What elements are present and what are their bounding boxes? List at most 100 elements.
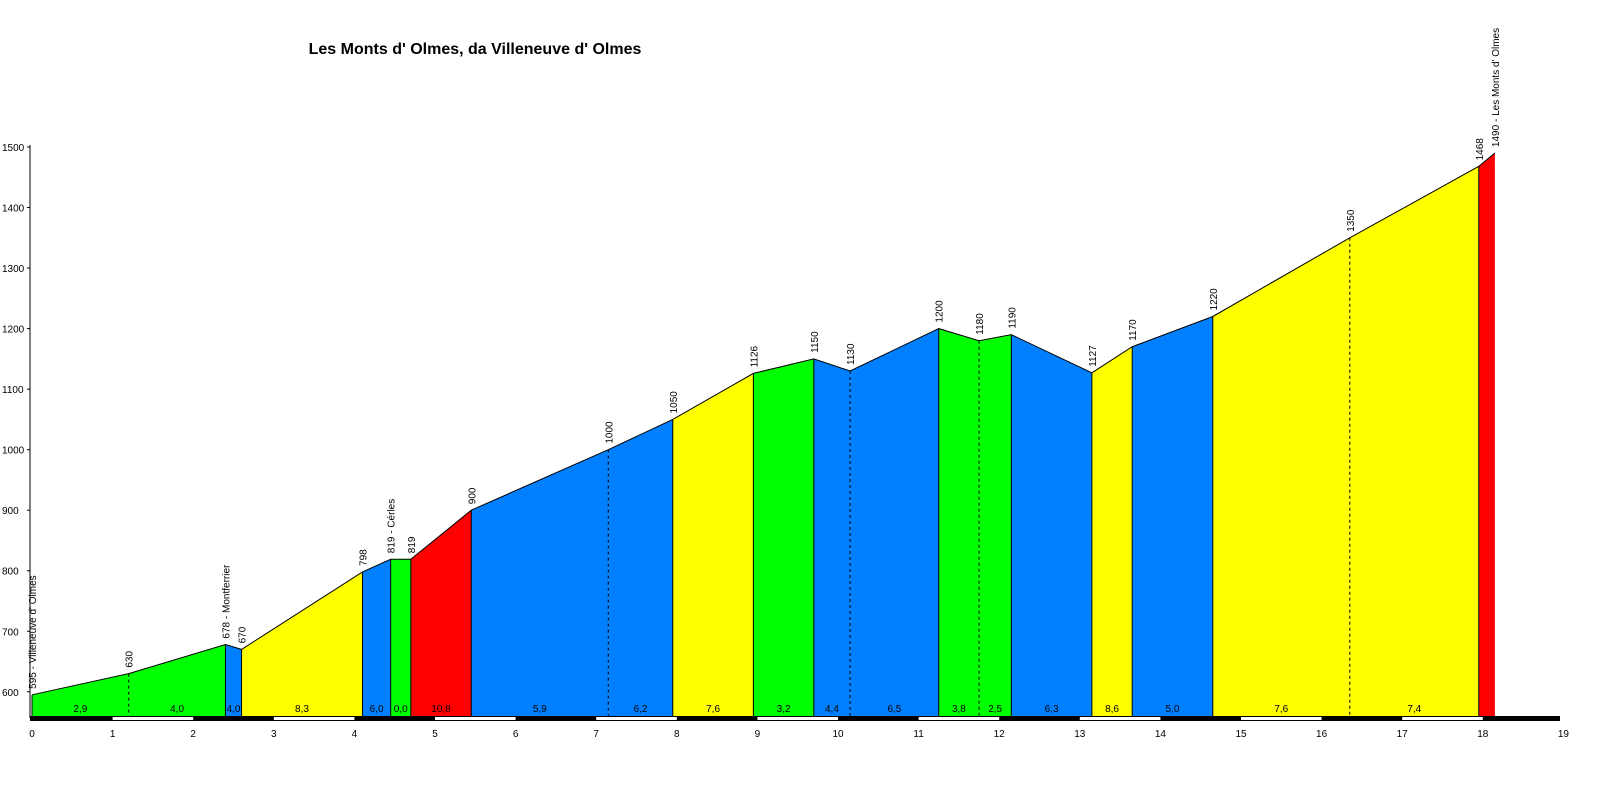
x-scale-white-band: [757, 717, 838, 720]
elevation-label: 1127: [1088, 345, 1099, 367]
x-scale-white-band: [112, 717, 194, 720]
x-scale-white-band: [1079, 717, 1161, 720]
elevation-label: 1130: [846, 343, 857, 365]
grade-segment-area: [979, 334, 1012, 716]
x-scale-white-band: [1402, 717, 1483, 720]
x-scale-white-band: [435, 717, 516, 720]
x-tick-label: 5: [432, 729, 438, 740]
grade-segment-area: [1091, 346, 1133, 716]
elevation-label: 630: [125, 651, 136, 668]
x-tick-label: 8: [674, 729, 680, 740]
y-tick-label: 1300: [2, 264, 25, 275]
gradient-label: 2,9: [73, 704, 87, 715]
x-tick-label: 6: [513, 729, 519, 740]
x-tick-label: 10: [832, 729, 844, 740]
chart-title: Les Monts d' Olmes, da Villeneuve d' Olm…: [309, 41, 642, 58]
grade-segments: [32, 153, 1495, 717]
x-tick-label: 7: [593, 729, 599, 740]
gradient-label: 7,4: [1407, 704, 1421, 715]
gradient-label: 4,0: [227, 704, 241, 715]
elevation-label: 595 - Villeneuve d' Olmes: [28, 575, 39, 688]
gradient-labels: 2,9 4,0 4,0 8,3 6,0 0,0 10,8 5,9 6,2 7,6 3,2 4,4 6,5…: [73, 704, 1421, 715]
elevation-label: 1170: [1128, 319, 1139, 341]
x-tick-label: 0: [29, 729, 35, 740]
gradient-label: 5,9: [533, 704, 547, 715]
x-tick-label: 15: [1235, 729, 1247, 740]
grade-segment-area: [1212, 237, 1350, 717]
grade-segment-area: [32, 673, 129, 716]
grade-segment-area: [813, 358, 851, 716]
gradient-label: 6,5: [887, 704, 901, 715]
x-scale-white-band: [918, 717, 1000, 720]
gradient-label: 5,0: [1166, 704, 1180, 715]
x-tick-label: 13: [1074, 729, 1086, 740]
grade-segment-area: [753, 358, 814, 716]
gradient-label: 8,3: [295, 704, 309, 715]
x-tick-label: 3: [271, 729, 277, 740]
elevation-label: 1000: [604, 421, 615, 444]
gradient-label: 3,8: [952, 704, 966, 715]
grade-segment-area: [1478, 153, 1495, 716]
gradient-label: 7,6: [1274, 704, 1288, 715]
elevation-label: 1490 - Les Monts d' Olmes: [1491, 28, 1502, 147]
elevation-label: 1468: [1475, 138, 1486, 161]
grade-segment-area: [672, 373, 754, 716]
y-tick-label: 700: [2, 627, 19, 638]
gradient-label: 7,6: [706, 704, 720, 715]
elevation-label: 798: [358, 549, 369, 566]
grade-segment-area: [410, 510, 472, 716]
x-tick-label: 17: [1397, 729, 1409, 740]
x-tick-label: 2: [190, 729, 196, 740]
segment-dividers: [31, 166, 1480, 716]
x-scale-white-band: [1241, 717, 1322, 720]
elevation-label: 1050: [669, 391, 680, 414]
y-tick-label: 1200: [2, 325, 25, 336]
elevation-label: 1350: [1346, 209, 1357, 232]
elevation-label: 1180: [975, 313, 986, 335]
y-tick-label: 800: [2, 567, 19, 578]
x-tick-label: 19: [1558, 729, 1570, 740]
grade-segment-area: [241, 571, 363, 716]
elevation-label: 1126: [749, 345, 760, 367]
x-tick-label: 4: [352, 729, 358, 740]
grade-segment-area: [1011, 334, 1092, 716]
x-tick-label: 14: [1155, 729, 1167, 740]
grade-segment-area: [471, 449, 609, 716]
elevation-label: 1200: [935, 300, 946, 323]
grade-segment-area: [850, 328, 939, 716]
profile-outline: [31, 152, 1496, 696]
elevation-label: 819: [407, 536, 418, 553]
grade-segment-area: [608, 419, 673, 716]
y-tick-label: 1000: [2, 446, 25, 457]
elevation-label: 678 - Montferrier: [221, 564, 232, 639]
grade-segment-area: [225, 644, 242, 716]
gradient-label: 4,4: [825, 704, 839, 715]
x-tick-label: 11: [913, 729, 924, 740]
grade-segment-area: [362, 559, 391, 716]
gradient-label: 6,3: [1045, 704, 1059, 715]
grade-segment-area: [1349, 166, 1479, 716]
profile-line: [31, 152, 1496, 696]
grade-segment-area: [938, 328, 980, 716]
x-scale-white-band: [596, 717, 677, 720]
x-tick-label: 18: [1477, 729, 1489, 740]
grade-segment-area: [1132, 316, 1213, 716]
elevation-label: 1220: [1209, 288, 1220, 311]
gradient-label: 6,0: [370, 704, 384, 715]
gradient-label: 0,0: [394, 704, 408, 715]
grade-segment-area: [390, 559, 411, 716]
y-tick-label: 1500: [2, 143, 25, 154]
x-tick-label: 9: [755, 729, 761, 740]
elevation-label: 819 - Cérles: [387, 499, 398, 553]
x-tick-label: 1: [110, 729, 116, 740]
x-tick-label: 12: [994, 729, 1006, 740]
y-tick-label: 1100: [2, 385, 24, 396]
grade-segment-area: [128, 644, 226, 716]
gradient-label: 6,2: [634, 704, 648, 715]
gradient-label: 8,6: [1105, 704, 1119, 715]
y-tick-label: 1400: [2, 204, 25, 215]
elevation-label: 670: [238, 626, 249, 643]
x-tick-label: 16: [1316, 729, 1328, 740]
